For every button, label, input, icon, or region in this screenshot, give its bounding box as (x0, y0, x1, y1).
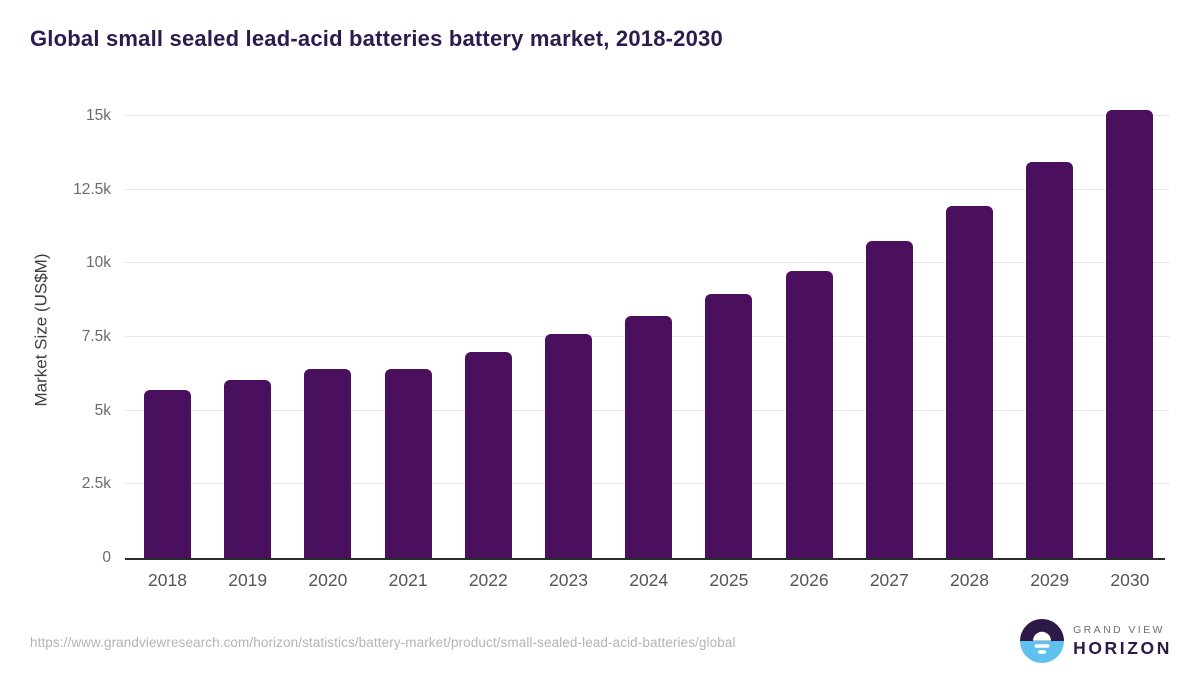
bar-2022[interactable] (464, 351, 512, 558)
x-tick-label-2027: 2027 (869, 570, 909, 590)
sun-horizon-icon (1020, 619, 1065, 663)
y-tick-label-12.5k: 12.5k (73, 180, 111, 198)
bar-2024[interactable] (625, 316, 673, 558)
bar-2020[interactable] (304, 369, 352, 558)
x-tick-label-2022: 2022 (468, 570, 508, 590)
source-url: https://www.grandviewresearch.com/horizo… (30, 635, 736, 650)
logo-text-horizon: HORIZON (1073, 637, 1172, 658)
y-tick-label-5k: 5k (94, 401, 111, 419)
gridline-12.5k (125, 188, 1170, 190)
x-tick-label-2025: 2025 (709, 570, 749, 590)
gridline-10k (125, 262, 1170, 264)
y-tick-label-2.5k: 2.5k (81, 475, 111, 493)
plot-area: 0 2.5k 5k 7.5k 10k 12.5k 15k 2018 2019 2020 2021 20… (73, 99, 1170, 590)
x-tick-label-2021: 2021 (388, 570, 428, 590)
bar-2029[interactable] (1026, 161, 1074, 558)
bar-2019[interactable] (224, 379, 272, 558)
grandview-horizon-logo: GRAND VIEW HORIZON (1020, 619, 1172, 663)
x-tick-label-2020: 2020 (308, 570, 348, 590)
y-tick-label-7.5k: 7.5k (81, 328, 111, 345)
y-tick-label-10k: 10k (86, 254, 111, 272)
bar-2021[interactable] (384, 369, 432, 558)
bar-2023[interactable] (545, 334, 592, 558)
x-tick-label-2028: 2028 (950, 570, 989, 590)
bar-2027[interactable] (865, 241, 913, 558)
y-tick-label-0: 0 (102, 549, 111, 566)
x-tick-label-2024: 2024 (629, 570, 669, 590)
bar-2030[interactable] (1106, 110, 1154, 558)
bar-2025[interactable] (705, 294, 753, 558)
x-tick-label-2030: 2030 (1110, 570, 1150, 590)
x-tick-label-2018: 2018 (148, 570, 187, 590)
y-tick-label-15k: 15k (86, 107, 111, 124)
gridline-15k (125, 115, 1170, 116)
logo-text: GRAND VIEW HORIZON (1073, 624, 1172, 659)
page-title: Global small sealed lead-acid batteries … (30, 26, 723, 51)
x-tick-label-2029: 2029 (1030, 570, 1070, 590)
x-tick-label-2023: 2023 (549, 570, 588, 590)
x-tick-label-2019: 2019 (228, 570, 268, 590)
x-tick-label-2026: 2026 (789, 570, 829, 590)
bar-2026[interactable] (785, 270, 833, 558)
bar-2018[interactable] (144, 390, 191, 558)
bar-2028[interactable] (946, 205, 993, 558)
logo-text-grand-view: GRAND VIEW (1073, 623, 1165, 636)
